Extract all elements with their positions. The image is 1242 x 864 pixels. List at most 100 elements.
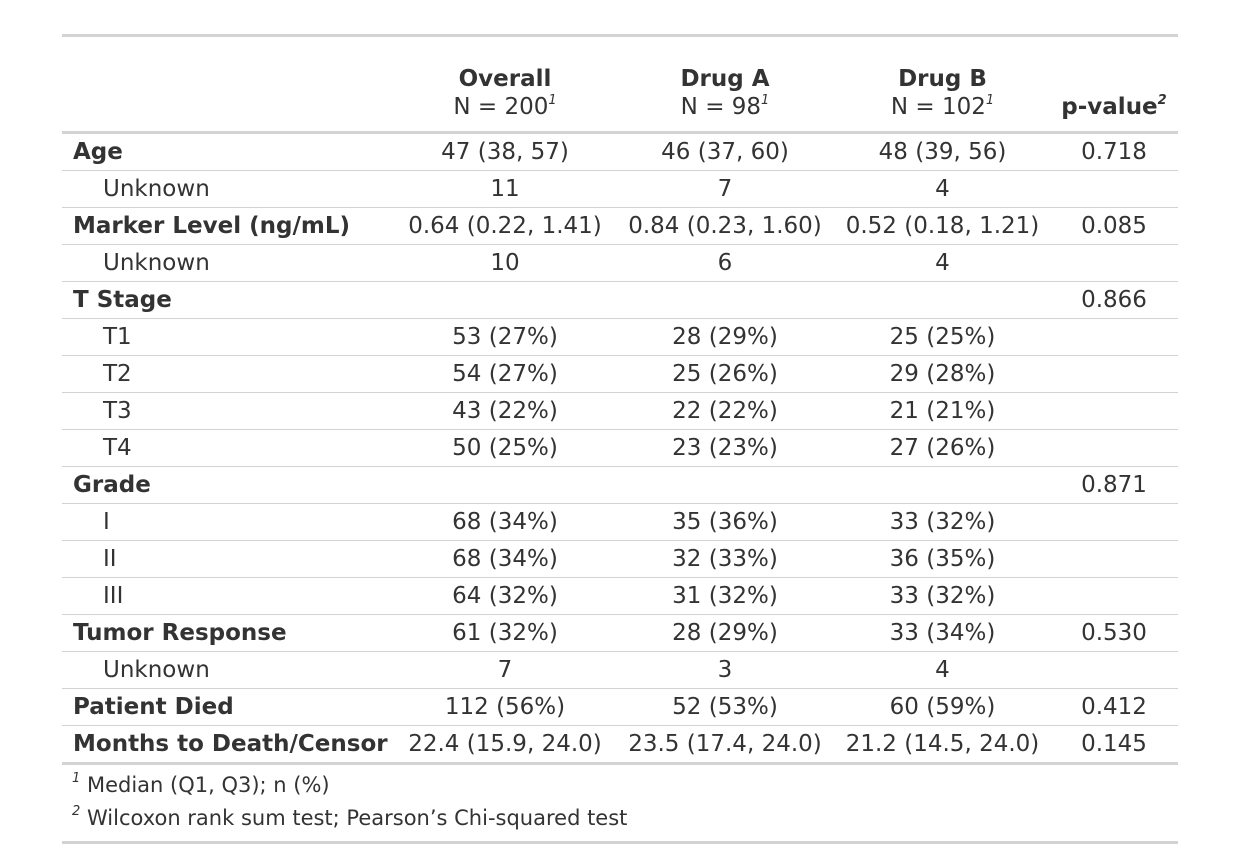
column-title: Drug B (898, 66, 987, 92)
footnote-mark: 1 (985, 93, 995, 108)
level-row: II 68 (34%) 32 (33%) 36 (35%) (62, 540, 1178, 578)
footnote: 1 Median (Q1, Q3); n (%) (72, 769, 1178, 802)
cell: 0.085 (1050, 207, 1178, 245)
row-label: Age (62, 132, 395, 171)
empty-cell (1050, 651, 1178, 689)
level-row: Unknown 11 7 4 (62, 170, 1178, 208)
row-label: T1 (62, 318, 395, 356)
footnote: 2 Wilcoxon rank sum test; Pearson’s Chi-… (72, 802, 1178, 835)
cell: 11 (395, 170, 615, 208)
level-row: T2 54 (27%) 25 (26%) 29 (28%) (62, 355, 1178, 393)
column-title: Drug A (680, 66, 770, 92)
level-row: T3 43 (22%) 22 (22%) 21 (21%) (62, 392, 1178, 430)
empty-cell (395, 466, 615, 504)
row-label: T4 (62, 429, 395, 467)
cell: 53 (27%) (395, 318, 615, 356)
cell: 0.866 (1050, 281, 1178, 319)
cell: 33 (32%) (835, 577, 1050, 615)
empty-cell (615, 281, 835, 319)
row-label: Months to Death/Censor (62, 725, 395, 765)
column-subtitle: N = 1021 (890, 93, 995, 120)
empty-cell (1050, 540, 1178, 578)
cell: 54 (27%) (395, 355, 615, 393)
cell: 48 (39, 56) (835, 132, 1050, 171)
cell: 0.718 (1050, 132, 1178, 171)
cell: 43 (22%) (395, 392, 615, 430)
empty-cell (1050, 503, 1178, 541)
cell: 60 (59%) (835, 688, 1050, 726)
header-cell: p-value2 (1050, 34, 1178, 134)
empty-cell (615, 466, 835, 504)
cell: 7 (395, 651, 615, 689)
empty-cell (835, 466, 1050, 504)
empty-cell (835, 281, 1050, 319)
cell: 32 (33%) (615, 540, 835, 578)
level-row: T4 50 (25%) 23 (23%) 27 (26%) (62, 429, 1178, 467)
column-title: p-value2 (1061, 93, 1167, 120)
cell: 4 (835, 651, 1050, 689)
cell: 28 (29%) (615, 318, 835, 356)
cell: 0.52 (0.18, 1.21) (835, 207, 1050, 245)
row-label: Unknown (62, 244, 395, 282)
row-label: Marker Level (ng/mL) (62, 207, 395, 245)
empty-cell (1050, 355, 1178, 393)
cell: 46 (37, 60) (615, 132, 835, 171)
cell: 0.412 (1050, 688, 1178, 726)
cell: 7 (615, 170, 835, 208)
footnote-mark: 1 (548, 93, 557, 108)
empty-cell (1050, 429, 1178, 467)
variable-row: Marker Level (ng/mL) 0.64 (0.22, 1.41) 0.8… (62, 207, 1178, 245)
variable-row: Grade 0.871 (62, 466, 1178, 504)
cell: 23 (23%) (615, 429, 835, 467)
footnote-text: Median (Q1, Q3); n (%) (86, 773, 330, 797)
cell: 68 (34%) (395, 503, 615, 541)
footnote-mark: 2 (1157, 93, 1167, 108)
cell: 21.2 (14.5, 24.0) (835, 725, 1050, 765)
empty-cell (1050, 577, 1178, 615)
cell: 21 (21%) (835, 392, 1050, 430)
level-row: Unknown 10 6 4 (62, 244, 1178, 282)
row-label: Unknown (62, 170, 395, 208)
column-subtitle: N = 981 (680, 93, 770, 120)
cell: 47 (38, 57) (395, 132, 615, 171)
footnotes: 1 Median (Q1, Q3); n (%) 2 Wilcoxon rank … (62, 765, 1178, 844)
row-label: Tumor Response (62, 614, 395, 652)
cell: 0.871 (1050, 466, 1178, 504)
cell: 6 (615, 244, 835, 282)
footnote-mark: 1 (72, 771, 81, 786)
empty-cell (1050, 170, 1178, 208)
cell: 112 (56%) (395, 688, 615, 726)
cell: 23.5 (17.4, 24.0) (615, 725, 835, 765)
cell: 35 (36%) (615, 503, 835, 541)
cell: 0.530 (1050, 614, 1178, 652)
cell: 33 (32%) (835, 503, 1050, 541)
variable-row: Tumor Response 61 (32%) 28 (29%) 33 (34%) 0.… (62, 614, 1178, 652)
cell: 61 (32%) (395, 614, 615, 652)
cell: 4 (835, 170, 1050, 208)
empty-cell (395, 281, 615, 319)
header-cell: Overall N = 2001 (395, 34, 615, 134)
cell: 0.64 (0.22, 1.41) (395, 207, 615, 245)
level-row: T1 53 (27%) 28 (29%) 25 (25%) (62, 318, 1178, 356)
row-label: Unknown (62, 651, 395, 689)
cell: 68 (34%) (395, 540, 615, 578)
cell: 3 (615, 651, 835, 689)
footnote-mark: 2 (72, 804, 81, 819)
level-row: I 68 (34%) 35 (36%) 33 (32%) (62, 503, 1178, 541)
empty-cell (1050, 318, 1178, 356)
cell: 25 (26%) (615, 355, 835, 393)
row-label: T3 (62, 392, 395, 430)
variable-row: Months to Death/Censor 22.4 (15.9, 24.0) 2… (62, 725, 1178, 765)
cell: 64 (32%) (395, 577, 615, 615)
cell: 0.145 (1050, 725, 1178, 765)
cell: 10 (395, 244, 615, 282)
cell: 25 (25%) (835, 318, 1050, 356)
row-label: Grade (62, 466, 395, 504)
row-label: Patient Died (62, 688, 395, 726)
